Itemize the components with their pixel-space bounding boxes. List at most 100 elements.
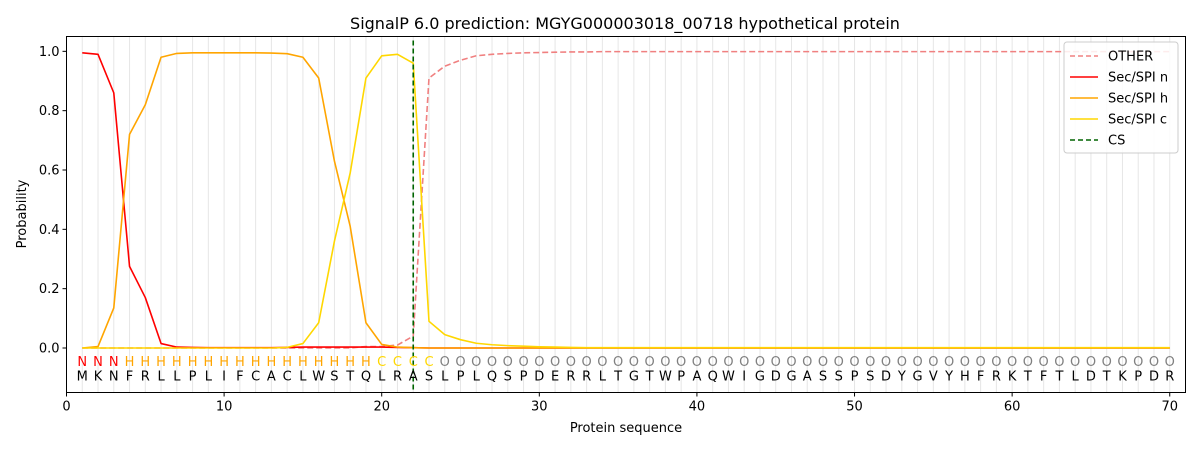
residue-5: R <box>141 370 150 385</box>
residue-45: D <box>771 370 781 385</box>
y-tick-label-0: 0.0 <box>39 342 60 357</box>
residue-42: W <box>722 370 735 385</box>
label-66: O <box>1102 355 1112 370</box>
residue-29: P <box>520 370 528 385</box>
label-63: O <box>1054 355 1064 370</box>
residue-23: S <box>425 370 433 385</box>
x-tick-label-6: 60 <box>1004 400 1021 415</box>
label-23: C <box>424 355 433 370</box>
series-lines <box>82 40 1170 393</box>
residue-13: A <box>267 370 276 385</box>
residue-43: I <box>742 370 746 385</box>
residue-21: R <box>393 370 402 385</box>
legend-label-series-3: Sec/SPI c <box>1108 113 1167 128</box>
label-7: H <box>172 355 182 370</box>
label-44: O <box>755 355 765 370</box>
label-57: O <box>960 355 970 370</box>
x-axis-label: Protein sequence <box>570 421 682 436</box>
residue-11: F <box>236 370 243 385</box>
label-70: O <box>1165 355 1175 370</box>
label-46: O <box>786 355 796 370</box>
label-11: H <box>235 355 245 370</box>
residue-58: F <box>977 370 984 385</box>
residue-59: R <box>992 370 1001 385</box>
label-13: H <box>266 355 276 370</box>
label-58: O <box>975 355 985 370</box>
label-19: H <box>361 355 371 370</box>
residue-62: F <box>1040 370 1047 385</box>
label-36: O <box>629 355 639 370</box>
residue-26: L <box>473 370 481 385</box>
residue-24: L <box>441 370 449 385</box>
residue-39: P <box>677 370 685 385</box>
y-axis: 0.0 0.2 0.4 0.6 0.8 1.0 <box>39 45 67 357</box>
residue-19: Q <box>361 370 371 385</box>
label-18: H <box>345 355 355 370</box>
residue-51: S <box>866 370 874 385</box>
label-55: O <box>928 355 938 370</box>
residue-38: W <box>659 370 672 385</box>
residue-50: P <box>851 370 859 385</box>
residue-10: I <box>222 370 226 385</box>
residue-40: A <box>692 370 701 385</box>
residue-53: Y <box>897 370 906 385</box>
label-32: O <box>566 355 576 370</box>
label-22: C <box>409 355 418 370</box>
residue-4: F <box>126 370 133 385</box>
label-54: O <box>912 355 922 370</box>
vertical-grid <box>81 36 1171 393</box>
residue-69: D <box>1149 370 1159 385</box>
residue-64: L <box>1072 370 1080 385</box>
y-tick-label-4: 0.8 <box>39 104 60 119</box>
label-40: O <box>692 355 702 370</box>
label-16: H <box>314 355 324 370</box>
residue-65: D <box>1086 370 1096 385</box>
residue-15: L <box>299 370 307 385</box>
x-axis: 0 10 20 30 40 50 60 70 <box>62 392 1178 415</box>
residue-48: S <box>819 370 827 385</box>
y-tick-label-5: 1.0 <box>39 45 60 60</box>
label-10: H <box>219 355 229 370</box>
label-6: H <box>156 355 166 370</box>
y-tick-label-2: 0.4 <box>39 223 60 238</box>
label-37: O <box>645 355 655 370</box>
residue-20: L <box>378 370 386 385</box>
residue-37: T <box>645 370 654 385</box>
legend-box <box>1063 41 1179 154</box>
residue-44: G <box>755 370 765 385</box>
label-64: O <box>1070 355 1080 370</box>
label-56: O <box>944 355 954 370</box>
residue-12: C <box>251 370 260 385</box>
label-2: N <box>93 355 103 370</box>
label-51: O <box>865 355 875 370</box>
label-14: H <box>282 355 292 370</box>
label-15: H <box>298 355 308 370</box>
label-25: O <box>455 355 465 370</box>
label-27: O <box>487 355 497 370</box>
residue-17: S <box>330 370 338 385</box>
label-60: O <box>1007 355 1017 370</box>
residue-57: H <box>960 370 970 385</box>
x-tick-label-0: 0 <box>62 400 70 415</box>
residue-16: W <box>312 370 325 385</box>
residue-14: C <box>283 370 292 385</box>
residue-22: A <box>409 370 418 385</box>
legend-label-series-1: Sec/SPI n <box>1108 71 1168 86</box>
label-34: O <box>597 355 607 370</box>
residue-34: L <box>599 370 607 385</box>
label-12: H <box>251 355 261 370</box>
residue-63: T <box>1054 370 1063 385</box>
residue-47: A <box>803 370 812 385</box>
legend-label-series-2: Sec/SPI h <box>1108 92 1168 107</box>
label-20: C <box>377 355 386 370</box>
label-43: O <box>739 355 749 370</box>
residue-55: V <box>929 370 938 385</box>
residue-56: Y <box>944 370 953 385</box>
y-tick-label-1: 0.2 <box>39 282 60 297</box>
residue-70: R <box>1165 370 1174 385</box>
x-tick-label-4: 40 <box>689 400 706 415</box>
residue-35: T <box>613 370 622 385</box>
residue-41: Q <box>708 370 718 385</box>
label-3: N <box>109 355 119 370</box>
